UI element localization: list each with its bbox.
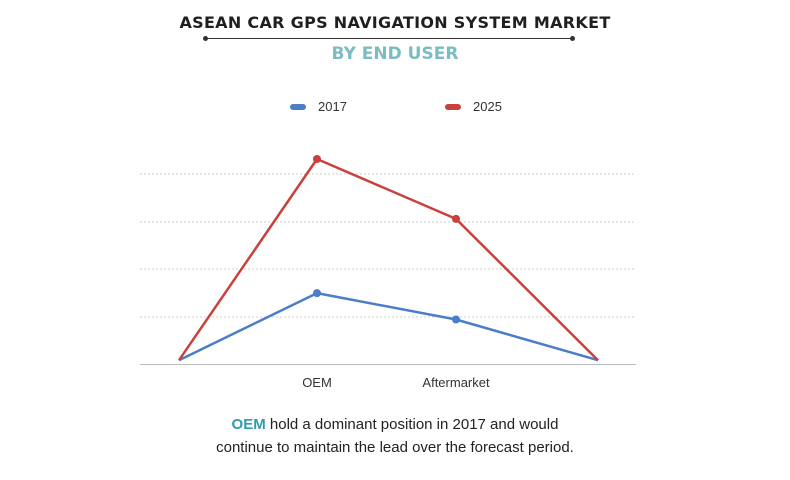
- footnote-line-1-text: hold a dominant position in 2017 and wou…: [265, 416, 559, 433]
- data-point-2017-aftermarket[interactable]: [452, 315, 460, 324]
- data-point-2025-oem[interactable]: [313, 155, 321, 163]
- data-point-2017-oem[interactable]: [313, 289, 321, 298]
- title-rule-right-dot: [570, 36, 575, 41]
- footnote: OEM hold a dominant position in 2017 and…: [0, 413, 790, 459]
- legend-swatch-2017: [290, 103, 306, 110]
- data-point-2025-aftermarket[interactable]: [452, 214, 460, 223]
- chart-subtitle: BY END USER: [331, 44, 459, 64]
- footnote-line-2: continue to maintain the lead over the f…: [216, 439, 574, 456]
- title-rule-left-dot: [203, 36, 208, 41]
- footnote-highlight: OEM: [231, 416, 266, 433]
- x-tick-label-oem: OEM: [302, 375, 332, 390]
- legend-swatch-2025: [445, 103, 461, 110]
- chart-title: ASEAN CAR GPS NAVIGATION SYSTEM MARKET: [179, 13, 611, 32]
- x-tick-label-aftermarket: Aftermarket: [422, 375, 490, 390]
- title-underline: [205, 38, 572, 39]
- legend-item-2025: 2025: [445, 99, 502, 114]
- legend-label-2017: 2017: [318, 99, 347, 114]
- series-line-2025: [177, 157, 599, 362]
- legend-label-2025: 2025: [473, 99, 502, 114]
- series-line-2017: [178, 291, 599, 362]
- legend-item-2017: 2017: [290, 99, 347, 114]
- footnote-line-1: OEM hold a dominant position in 2017 and…: [0, 413, 790, 436]
